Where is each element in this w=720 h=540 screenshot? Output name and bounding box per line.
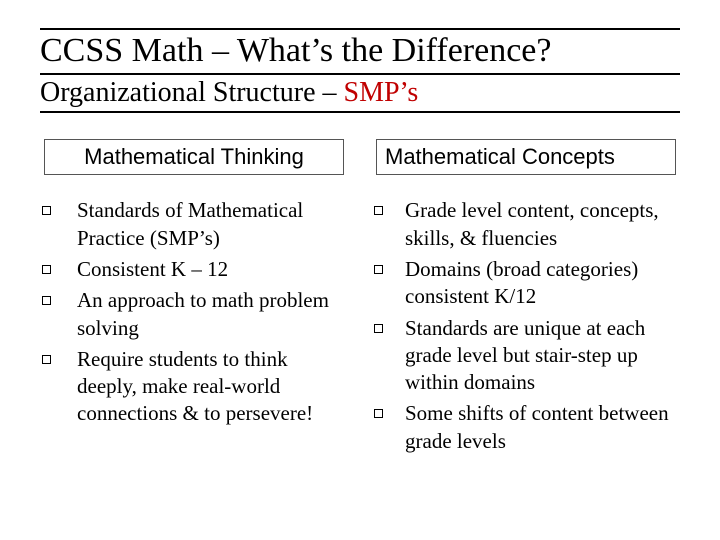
bullet-icon	[374, 409, 383, 418]
column-right: Mathematical Concepts Grade level conten…	[372, 139, 680, 459]
subtitle-prefix: Organizational Structure –	[40, 77, 344, 108]
list-item: An approach to math problem solving	[40, 287, 348, 342]
list-item-text: Some shifts of content between grade lev…	[405, 400, 680, 455]
page-title: CCSS Math – What’s the Difference?	[40, 32, 680, 69]
subtitle-rule	[40, 111, 680, 113]
list-item: Some shifts of content between grade lev…	[372, 400, 680, 455]
bullet-icon	[374, 324, 383, 333]
title-rule-mid	[40, 73, 680, 75]
subtitle-accent: SMP’s	[344, 77, 419, 108]
list-item-text: Grade level content, concepts, skills, &…	[405, 197, 680, 252]
columns-container: Mathematical Thinking Standards of Mathe…	[40, 139, 680, 459]
bullet-icon	[374, 265, 383, 274]
title-rule-top	[40, 28, 680, 30]
list-item: Require students to think deeply, make r…	[40, 346, 348, 428]
list-item-text: Domains (broad categories) consistent K/…	[405, 256, 680, 311]
column-right-header: Mathematical Concepts	[376, 139, 676, 175]
title-sub: What’s the Difference?	[237, 32, 552, 69]
list-item-text: Require students to think deeply, make r…	[77, 346, 348, 428]
list-item: Grade level content, concepts, skills, &…	[372, 197, 680, 252]
bullet-icon	[374, 206, 383, 215]
list-item: Standards of Mathematical Practice (SMP’…	[40, 197, 348, 252]
title-main: CCSS Math	[40, 32, 203, 69]
page-subtitle: Organizational Structure – SMP’s	[40, 77, 680, 109]
title-separator: –	[203, 32, 236, 69]
list-item-text: Standards of Mathematical Practice (SMP’…	[77, 197, 348, 252]
list-item: Standards are unique at each grade level…	[372, 315, 680, 397]
bullet-icon	[42, 206, 51, 215]
list-item: Domains (broad categories) consistent K/…	[372, 256, 680, 311]
list-item-text: An approach to math problem solving	[77, 287, 348, 342]
list-item-text: Consistent K – 12	[77, 256, 348, 283]
bullet-icon	[42, 355, 51, 364]
bullet-icon	[42, 265, 51, 274]
list-item-text: Standards are unique at each grade level…	[405, 315, 680, 397]
column-left-header: Mathematical Thinking	[44, 139, 344, 175]
column-left: Mathematical Thinking Standards of Mathe…	[40, 139, 348, 459]
list-item: Consistent K – 12	[40, 256, 348, 283]
bullet-icon	[42, 296, 51, 305]
